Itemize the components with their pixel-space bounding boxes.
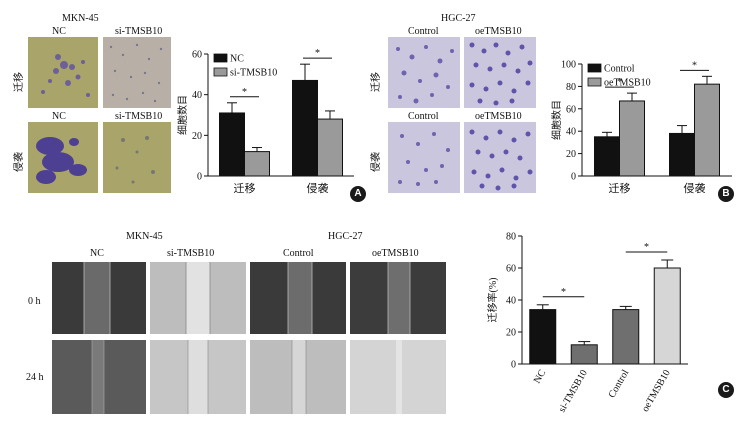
chart-c-bar xyxy=(529,309,557,365)
chart-a-legend-label: NC xyxy=(230,54,244,65)
panel-a-sub-nc: NC xyxy=(52,111,66,122)
chart-b-legend-swatch xyxy=(587,63,602,73)
chart-c-y-axis-label: 迁移率(%) xyxy=(486,278,499,323)
chart-b-svg: 0 20 40 60 80 100 细胞数目 * 迁移 * 侵袭 Control oeTMSB10 xyxy=(550,60,732,195)
wound-image-nc-0h xyxy=(52,262,146,334)
chart-a-bar xyxy=(292,79,318,177)
chart-c-bar xyxy=(612,309,640,365)
chart-a-y-tick-label: 40 xyxy=(192,90,202,101)
panel-b-image-control-invasion xyxy=(388,122,460,193)
panel-b-image-oe-invasion xyxy=(464,122,536,193)
chart-a-legend-swatch xyxy=(213,53,228,63)
chart-c-bar xyxy=(570,344,598,365)
chart-c-svg: 0 20 40 60 80 迁移率(%) NC si-TMSB10 Control oeTMSB1… xyxy=(486,232,688,414)
chart-b-y-tick-label: 40 xyxy=(566,127,576,138)
panel-b-title: HGC-27 xyxy=(441,13,476,24)
panel-b-sub-oe: oeTMSB10 xyxy=(475,111,522,122)
chart-a-significance-marker: * xyxy=(315,48,320,59)
chart-b-bar xyxy=(694,83,720,177)
chart-b-significance-marker: * xyxy=(692,60,697,71)
chart-c-significance-marker: * xyxy=(644,242,649,253)
panel-a-row-migration: 迁移 xyxy=(14,72,25,92)
chart-c-x-tick-label: oeTMSB10 xyxy=(640,368,673,414)
wound-image-oe-24h xyxy=(350,340,446,414)
chart-b-y-axis-label: 细胞数目 xyxy=(550,100,563,140)
chart-c-y-tick-label: 40 xyxy=(506,296,516,307)
chart-c-significance-marker: * xyxy=(561,287,566,298)
panel-a-col-si: si-TMSB10 xyxy=(115,26,163,37)
chart-b-y-tick-label: 20 xyxy=(566,149,576,160)
chart-a-bar xyxy=(244,151,270,177)
chart-b-bar xyxy=(619,100,645,177)
chart-c-y-tick-label: 80 xyxy=(506,232,516,243)
wound-image-si-0h xyxy=(150,262,246,334)
panel-a-image-nc-migration xyxy=(28,37,98,108)
panel-a-image-si-invasion xyxy=(103,122,171,193)
chart-b: 0 20 40 60 80 100 细胞数目 * 迁移 * 侵袭 Control oeTMSB10 xyxy=(542,40,740,210)
chart-c-y-tick-label: 20 xyxy=(506,328,516,339)
chart-a: 0 20 40 60 细胞数目 * 迁移 * 侵袭 NC si-TMSB10 xyxy=(174,40,364,210)
panel-c-col-nc: NC xyxy=(90,248,104,259)
chart-b-x-tick-label: 侵袭 xyxy=(684,181,706,195)
chart-c-bar xyxy=(653,267,681,365)
chart-b-y-tick-label: 60 xyxy=(566,104,576,115)
chart-b-y-tick-label: 100 xyxy=(561,60,576,71)
chart-a-y-tick-label: 20 xyxy=(192,131,202,142)
panel-c-row-0h: 0 h xyxy=(28,296,41,307)
panel-b-col-oe: oeTMSB10 xyxy=(475,26,522,37)
chart-a-significance-marker: * xyxy=(242,87,247,98)
panel-c-col-oe: oeTMSB10 xyxy=(372,248,419,259)
chart-a-bar xyxy=(219,112,245,177)
chart-c-y-tick-label: 0 xyxy=(511,360,516,371)
chart-c: 0 20 40 60 80 迁移率(%) NC si-TMSB10 Control oeTMSB1… xyxy=(478,230,728,424)
panel-a-row-invasion: 侵袭 xyxy=(14,152,25,172)
chart-c-y-tick-label: 60 xyxy=(506,264,516,275)
panel-c-row-24h: 24 h xyxy=(26,372,44,383)
panel-a-title: MKN-45 xyxy=(62,13,99,24)
panel-a-image-si-migration xyxy=(103,37,171,108)
chart-c-x-tick-label: NC xyxy=(532,368,549,386)
chart-a-bar xyxy=(317,118,343,177)
panel-b-image-control-migration xyxy=(388,37,460,108)
chart-a-svg: 0 20 40 60 细胞数目 * 迁移 * 侵袭 NC si-TMSB10 xyxy=(176,48,354,195)
wound-image-control-24h xyxy=(250,340,346,414)
wound-image-si-24h xyxy=(150,340,246,414)
panel-b-sub-control: Control xyxy=(408,111,439,122)
chart-a-y-tick-label: 60 xyxy=(192,50,202,61)
panel-b-image-oe-migration xyxy=(464,37,536,108)
chart-b-legend-swatch xyxy=(587,77,602,87)
chart-b-y-tick-label: 0 xyxy=(571,172,576,183)
chart-b-x-tick-label: 迁移 xyxy=(609,182,631,195)
panel-b-row-invasion: 侵袭 xyxy=(371,152,382,172)
chart-c-x-tick-label: si-TMSB10 xyxy=(557,368,590,414)
chart-b-bar xyxy=(669,132,695,177)
chart-b-significance-marker: * xyxy=(617,77,622,88)
chart-b-legend-label: Control xyxy=(604,64,635,75)
chart-a-legend-swatch xyxy=(213,67,228,77)
chart-a-y-tick-label: 0 xyxy=(197,172,202,183)
chart-a-x-tick-label: 侵袭 xyxy=(307,181,329,195)
panel-b-col-control: Control xyxy=(408,26,439,37)
panel-c-col-si: si-TMSB10 xyxy=(167,248,215,259)
wound-image-nc-24h xyxy=(52,340,146,414)
panel-c-col-control: Control xyxy=(283,248,314,259)
wound-image-control-0h xyxy=(250,262,346,334)
chart-a-legend-label: si-TMSB10 xyxy=(230,68,277,79)
panel-a-badge: A xyxy=(350,186,366,202)
chart-a-x-tick-label: 迁移 xyxy=(234,182,256,195)
chart-a-y-axis-label: 细胞数目 xyxy=(176,95,189,135)
panel-b-badge: B xyxy=(718,186,734,202)
wound-image-oe-0h xyxy=(350,262,446,334)
chart-b-legend-label: oeTMSB10 xyxy=(604,78,651,89)
panel-b-row-migration: 迁移 xyxy=(371,72,382,92)
chart-b-bar xyxy=(594,136,620,177)
panel-a-col-nc: NC xyxy=(52,26,66,37)
chart-c-x-tick-label: Control xyxy=(607,368,632,400)
panel-a-sub-si: si-TMSB10 xyxy=(115,111,163,122)
panel-c-title-right: HGC-27 xyxy=(328,231,363,242)
panel-c-badge: C xyxy=(718,382,734,398)
chart-b-y-tick-label: 80 xyxy=(566,82,576,93)
panel-c-title-left: MKN-45 xyxy=(126,231,163,242)
panel-a-image-nc-invasion xyxy=(28,122,98,193)
